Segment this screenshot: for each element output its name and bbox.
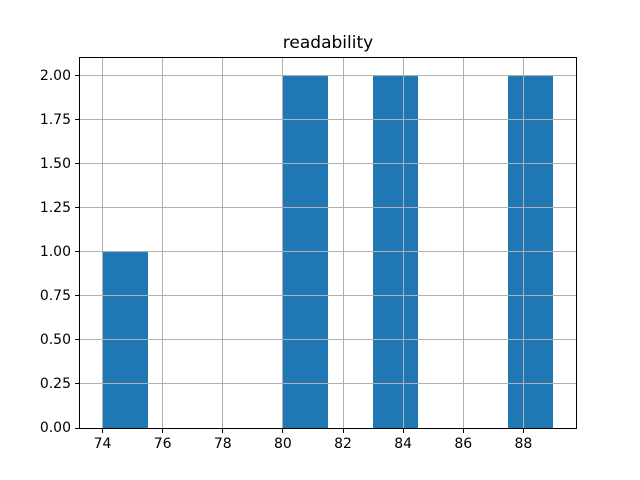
x-tick-mark bbox=[282, 429, 284, 433]
y-gridline bbox=[80, 295, 576, 297]
x-tick-label: 84 bbox=[394, 436, 413, 452]
y-tick-mark bbox=[75, 383, 79, 385]
y-tick-mark bbox=[75, 427, 79, 429]
y-tick-mark bbox=[75, 339, 79, 341]
y-tick-mark bbox=[75, 75, 79, 77]
x-gridline bbox=[222, 58, 224, 428]
y-tick-label: 2.00 bbox=[39, 67, 71, 84]
x-tick-label: 78 bbox=[213, 436, 232, 452]
chart-title: readability bbox=[282, 33, 374, 53]
y-tick-label: 0.00 bbox=[39, 420, 71, 436]
y-tick-label: 1.00 bbox=[39, 243, 71, 260]
x-tick-mark bbox=[402, 429, 404, 433]
x-tick-mark bbox=[102, 429, 104, 433]
x-tick-label: 74 bbox=[93, 436, 112, 452]
x-tick-label: 86 bbox=[454, 436, 473, 452]
x-gridline bbox=[282, 58, 284, 428]
y-gridline bbox=[80, 207, 576, 209]
y-tick-label: 1.25 bbox=[39, 199, 71, 216]
y-gridline bbox=[80, 163, 576, 165]
y-tick-mark bbox=[75, 119, 79, 121]
x-gridline bbox=[402, 58, 404, 428]
y-tick-label: 1.50 bbox=[39, 155, 71, 172]
x-tick-label: 80 bbox=[273, 436, 292, 452]
x-tick-label: 82 bbox=[334, 436, 352, 452]
y-tick-mark bbox=[75, 251, 79, 253]
x-tick-mark bbox=[162, 429, 164, 433]
y-tick-mark bbox=[75, 163, 79, 165]
y-gridline bbox=[80, 383, 576, 385]
x-gridline bbox=[462, 58, 464, 428]
y-gridline bbox=[80, 251, 576, 253]
x-gridline bbox=[162, 58, 164, 428]
y-tick-label: 0.25 bbox=[39, 375, 71, 392]
y-tick-label: 0.75 bbox=[39, 287, 71, 304]
y-tick-mark bbox=[75, 207, 79, 209]
x-gridline bbox=[102, 58, 104, 428]
x-tick-mark bbox=[342, 429, 344, 433]
x-tick-mark bbox=[522, 429, 524, 433]
x-tick-mark bbox=[462, 429, 464, 433]
y-tick-label: 0.50 bbox=[39, 331, 71, 348]
x-tick-mark bbox=[222, 429, 224, 433]
x-gridline bbox=[342, 58, 344, 428]
x-tick-label: 76 bbox=[153, 436, 172, 452]
y-gridline bbox=[80, 75, 576, 77]
grid-layer bbox=[80, 58, 576, 429]
x-tick-label: 88 bbox=[514, 436, 533, 452]
x-gridline bbox=[522, 58, 524, 428]
y-gridline bbox=[80, 427, 576, 429]
y-gridline bbox=[80, 119, 576, 121]
y-tick-label: 1.75 bbox=[39, 111, 71, 128]
y-tick-mark bbox=[75, 295, 79, 297]
y-gridline bbox=[80, 339, 576, 341]
plot-area bbox=[79, 57, 577, 429]
